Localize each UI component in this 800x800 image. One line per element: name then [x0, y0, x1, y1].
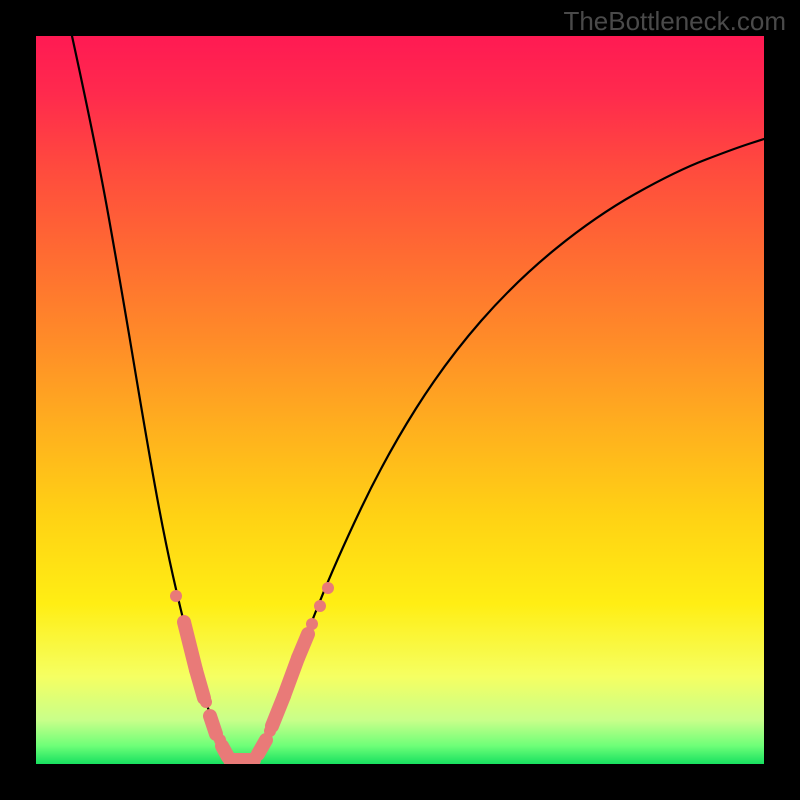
- data-capsule: [298, 634, 308, 658]
- data-capsule: [258, 740, 266, 754]
- data-capsule: [196, 670, 204, 698]
- data-point: [170, 590, 182, 602]
- watermark-text: TheBottleneck.com: [563, 6, 786, 37]
- plot-svg: [36, 36, 764, 764]
- chart-stage: TheBottleneck.com: [0, 0, 800, 800]
- data-capsule: [210, 716, 216, 734]
- data-point: [322, 582, 334, 594]
- data-point: [314, 600, 326, 612]
- gradient-background: [36, 36, 764, 764]
- data-point: [200, 696, 212, 708]
- data-point: [306, 618, 318, 630]
